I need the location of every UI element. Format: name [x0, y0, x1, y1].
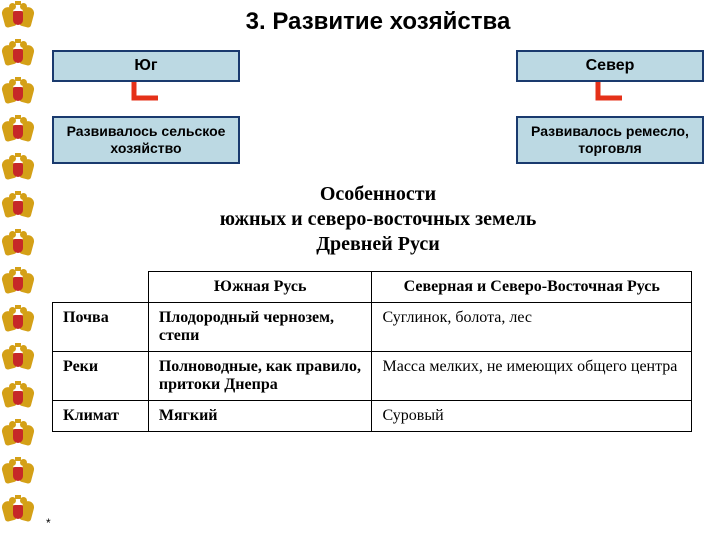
- eagle-icon: [3, 383, 33, 413]
- footnote-asterisk: *: [46, 516, 51, 530]
- eagle-icon: [3, 3, 33, 33]
- table-header-row: Южная Русь Северная и Северо-Восточная Р…: [53, 272, 692, 303]
- slide-title: 3. Развитие хозяйства: [40, 8, 716, 36]
- desc-boxes-row: Развивалось сельское хозяйство Развивало…: [40, 116, 716, 164]
- box-north-desc: Развивалось ремесло, торговля: [516, 116, 704, 164]
- connectors-row: [40, 82, 716, 102]
- connector-south: [52, 82, 240, 102]
- table-corner-blank: [53, 272, 149, 303]
- box-south-desc: Развивалось сельское хозяйство: [52, 116, 240, 164]
- row-label: Климат: [53, 401, 149, 432]
- slide-content: 3. Развитие хозяйства Юг Север Развивало…: [40, 0, 716, 540]
- cell-north: Суглинок, болота, лес: [372, 303, 692, 352]
- box-south-header: Юг: [52, 50, 240, 82]
- eagle-icon: [3, 155, 33, 185]
- cell-north: Масса мелких, не имеющих общего центра: [372, 352, 692, 401]
- eagle-icon: [3, 459, 33, 489]
- decorative-eagle-strip: [0, 0, 36, 540]
- table-title-line3: Древней Руси: [316, 233, 440, 255]
- box-north-header: Север: [516, 50, 704, 82]
- table-row: Климат Мягкий Суровый: [53, 401, 692, 432]
- eagle-icon: [3, 269, 33, 299]
- cell-south: Плодородный чернозем, степи: [148, 303, 372, 352]
- eagle-icon: [3, 41, 33, 71]
- cell-north: Суровый: [372, 401, 692, 432]
- header-boxes-row: Юг Север: [40, 50, 716, 82]
- row-label: Реки: [53, 352, 149, 401]
- table-col-south: Южная Русь: [148, 272, 372, 303]
- connector-north: [516, 82, 704, 102]
- table-row: Почва Плодородный чернозем, степи Суглин…: [53, 303, 692, 352]
- eagle-icon: [3, 497, 33, 527]
- table-title-line1: Особенности: [320, 183, 436, 205]
- eagle-icon: [3, 193, 33, 223]
- row-label: Почва: [53, 303, 149, 352]
- cell-south: Полноводные, как правило, притоки Днепра: [148, 352, 372, 401]
- eagle-icon: [3, 307, 33, 337]
- eagle-icon: [3, 117, 33, 147]
- table-col-north: Северная и Северо-Восточная Русь: [372, 272, 692, 303]
- eagle-icon: [3, 79, 33, 109]
- table-title: Особенности южных и северо-восточных зем…: [40, 182, 716, 257]
- eagle-icon: [3, 345, 33, 375]
- comparison-table: Южная Русь Северная и Северо-Восточная Р…: [52, 271, 692, 432]
- eagle-icon: [3, 231, 33, 261]
- cell-south: Мягкий: [148, 401, 372, 432]
- eagle-icon: [3, 421, 33, 451]
- table-row: Реки Полноводные, как правило, притоки Д…: [53, 352, 692, 401]
- table-title-line2: южных и северо-восточных земель: [220, 208, 537, 230]
